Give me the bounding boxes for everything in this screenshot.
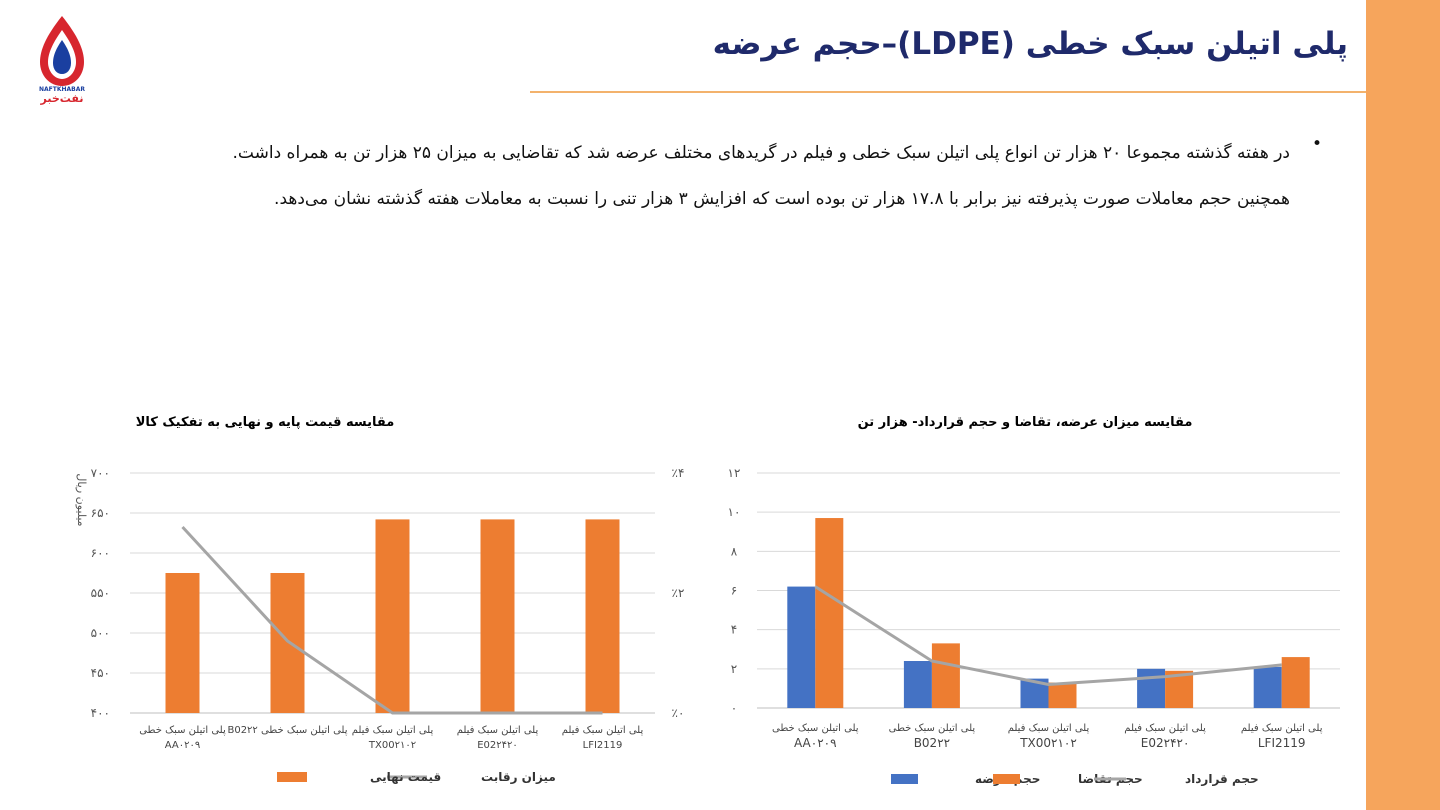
bar-supply	[903, 661, 932, 708]
logo-latin-text: NAFTKHABAR	[39, 86, 85, 93]
y-tick-label: ۱۰	[728, 505, 741, 519]
y2-tick-label: ٪۰	[672, 706, 685, 720]
x-category-label: B02۲۲	[914, 736, 950, 750]
chart-title: مقایسه میزان عرضه، تقاضا و حجم قرارداد- …	[858, 415, 1193, 430]
y-tick-label: ۲	[731, 662, 737, 676]
bullet-marker: •	[1311, 134, 1322, 154]
x-category-label: LFI2119	[583, 740, 623, 751]
x-category-label: E02۲۴۲۰	[477, 740, 518, 751]
summary-text: در هفته گذشته مجموعا ۲۰ هزار تن انواع پل…	[110, 130, 1291, 222]
bar-demand	[1048, 682, 1077, 708]
summary-line-2: همچنین حجم معاملات صورت پذیرفته نیز براب…	[274, 189, 1290, 209]
x-category-label: پلی اتیلن سبک خطی	[139, 725, 226, 736]
page-title: پلی اتیلن سبک خطی (LDPE)–حجم عرضه	[712, 26, 1348, 62]
x-category-label: پلی اتیلن سبک فیلم	[1241, 723, 1323, 734]
bar-demand	[815, 518, 844, 708]
x-category-label: پلی اتیلن سبک فیلم	[457, 725, 539, 736]
legend-label-contract: حجم قرارداد	[1185, 772, 1259, 786]
x-category-label: AA۰۲۰۹	[794, 736, 837, 750]
y-tick-label: ۷۰۰	[91, 466, 110, 480]
y-tick-label: ۵۰۰	[91, 626, 110, 640]
y-tick-label: ۴۰۰	[91, 706, 110, 720]
y-tick-label: ۵۵۰	[91, 586, 110, 600]
x-category-label: پلی اتیلن سبک خطی B02۲۲	[227, 725, 347, 736]
bar-supply	[787, 586, 816, 708]
x-category-label: TX00۲۱۰۲	[368, 740, 416, 751]
y2-tick-label: ٪۲	[672, 586, 685, 600]
x-category-label: AA۰۲۰۹	[165, 740, 200, 751]
legend-swatch-supply	[891, 774, 918, 784]
naftkhabar-logo: NAFTKHABAR نفت‌خبر	[39, 16, 85, 105]
line-contract-volume	[814, 585, 1282, 687]
y2-tick-label: ٪۴	[672, 466, 685, 480]
x-category-label: پلی اتیلن سبک خطی	[772, 723, 859, 734]
side-accent-bar	[1366, 0, 1440, 810]
x-category-label: E02۲۴۲۰	[1141, 736, 1190, 750]
y-tick-label: ۶۵۰	[91, 506, 110, 520]
chart-title: مقایسه قیمت پایه و نهایی به تفکیک کالا	[136, 415, 395, 430]
x-category-label: پلی اتیلن سبک فیلم	[352, 725, 434, 736]
bar-final-price	[375, 519, 410, 713]
bar-supply	[1137, 668, 1166, 708]
legend-label-competition: میزان رقابت	[481, 770, 556, 784]
bar-demand	[1281, 657, 1310, 708]
x-category-label: پلی اتیلن سبک فیلم	[562, 725, 644, 736]
y-tick-label: ۶	[731, 584, 737, 598]
x-category-label: LFI2119	[1258, 736, 1306, 750]
x-category-label: TX00۲۱۰۲	[1019, 736, 1077, 750]
summary-line-1: در هفته گذشته مجموعا ۲۰ هزار تن انواع پل…	[232, 143, 1291, 163]
line-competition	[181, 525, 603, 715]
title-underline	[530, 91, 1366, 93]
legend-swatch-demand	[993, 774, 1020, 784]
y-tick-label: ۴	[731, 623, 737, 637]
y-tick-label: ۱۲	[728, 466, 741, 480]
y-tick-label: ۶۰۰	[91, 546, 110, 560]
supply-demand-chart: مقایسه میزان عرضه، تقاضا و حجم قرارداد- …	[728, 415, 1340, 786]
y-tick-label: ۰	[731, 701, 737, 715]
bar-final-price	[585, 519, 620, 713]
y-tick-label: ۴۵۰	[91, 666, 110, 680]
legend-swatch-final-price	[277, 772, 307, 782]
bar-final-price	[480, 519, 515, 713]
bar-supply	[1253, 666, 1282, 708]
bar-demand	[931, 643, 960, 708]
legend-label-final-price: قیمت نهایی	[370, 770, 441, 784]
y-tick-label: ۸	[731, 544, 738, 558]
y-axis-label: میلیون ریال	[75, 473, 88, 526]
x-category-label: پلی اتیلن سبک خطی	[889, 723, 976, 734]
bar-final-price	[270, 573, 305, 713]
x-category-label: پلی اتیلن سبک فیلم	[1008, 723, 1090, 734]
price-comparison-chart: مقایسه قیمت پایه و نهایی به تفکیک کالا می…	[75, 415, 685, 784]
bar-final-price	[165, 573, 200, 713]
logo-persian-text: نفت‌خبر	[40, 92, 84, 105]
x-category-label: پلی اتیلن سبک فیلم	[1124, 723, 1206, 734]
